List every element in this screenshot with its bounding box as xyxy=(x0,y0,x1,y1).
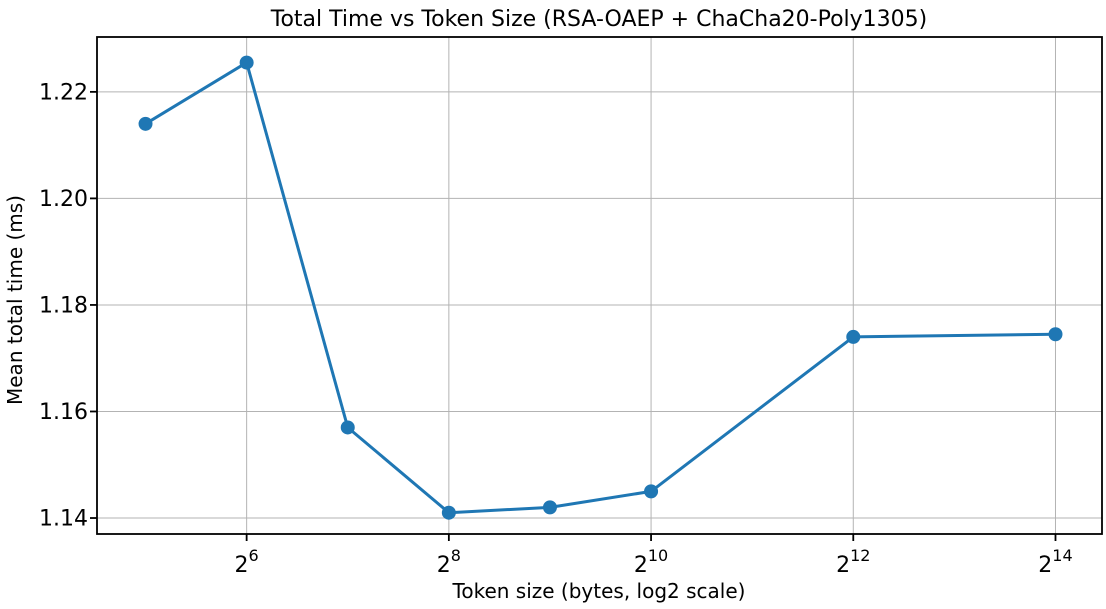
data-point xyxy=(846,329,861,344)
y-tick-label: 1.14 xyxy=(39,507,88,532)
plot-area xyxy=(96,36,1103,535)
data-point xyxy=(542,500,557,515)
series-layer xyxy=(138,55,1063,520)
grid-layer xyxy=(97,37,1102,534)
x-axis-label: Token size (bytes, log2 scale) xyxy=(452,579,746,603)
y-axis-label: Mean total time (ms) xyxy=(3,195,27,405)
x-tick-label: 28 xyxy=(437,546,461,578)
y-tick-label: 1.18 xyxy=(39,294,88,319)
x-tick-label: 26 xyxy=(235,546,259,578)
data-line xyxy=(144,61,1057,515)
data-point xyxy=(1048,327,1063,342)
data-point xyxy=(239,55,254,70)
data-point xyxy=(644,484,659,499)
data-point xyxy=(138,116,153,131)
y-tick-label: 1.22 xyxy=(39,81,88,106)
data-point xyxy=(441,505,456,520)
y-tick-label: 1.16 xyxy=(39,400,88,425)
chart-title: Total Time vs Token Size (RSA-OAEP + Cha… xyxy=(270,7,928,32)
x-tick-label: 212 xyxy=(836,546,870,578)
x-tick-label: 214 xyxy=(1038,546,1072,578)
data-point xyxy=(340,420,355,435)
tick-layer: 26 28 210 212 214 1.14 1.16 1.18 1.20 1.22 xyxy=(39,81,1073,578)
y-tick-label: 1.20 xyxy=(39,187,88,212)
x-tick-label: 210 xyxy=(634,546,668,578)
